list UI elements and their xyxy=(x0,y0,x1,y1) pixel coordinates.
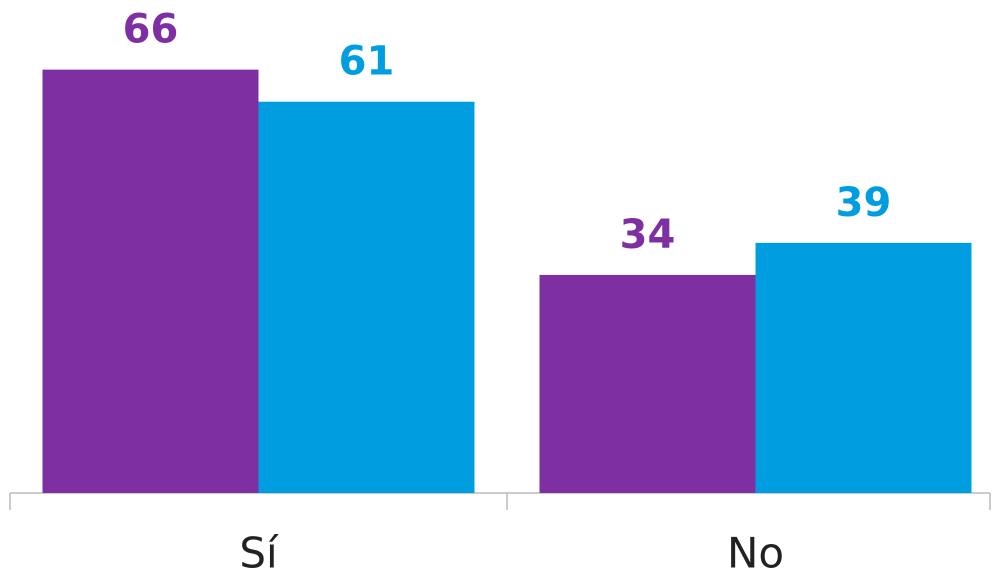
value-label: 66 xyxy=(123,7,179,53)
value-label: 39 xyxy=(836,180,892,226)
bar xyxy=(42,69,259,494)
bar xyxy=(755,242,972,493)
x-tick-label: Sí xyxy=(239,529,279,577)
value-label: 61 xyxy=(339,39,395,85)
bar xyxy=(539,274,756,493)
x-tick-label: No xyxy=(727,529,784,577)
bar xyxy=(258,101,475,493)
value-label: 34 xyxy=(620,212,676,258)
